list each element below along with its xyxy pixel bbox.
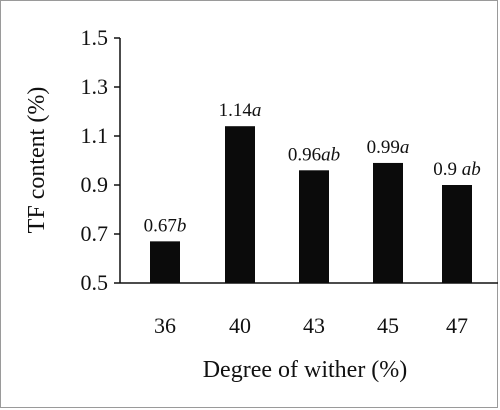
y-tick-label: 1.3 (81, 74, 109, 99)
x-tick-label: 43 (303, 313, 325, 338)
bars-group (150, 126, 472, 283)
data-label-value: 0.99 (367, 137, 400, 158)
y-tick-label: 0.5 (81, 270, 109, 295)
y-axis-title: TF content (%) (24, 87, 50, 234)
data-label-value: 0.67 (144, 215, 177, 236)
data-label-40: 1.14a (219, 100, 262, 121)
y-tick-label: 0.9 (81, 172, 109, 197)
y-tick-label: 1.5 (81, 25, 109, 50)
x-tick-label: 45 (377, 313, 399, 338)
bar-45 (373, 162, 403, 283)
x-axis-title: Degree of wither (%) (203, 357, 408, 383)
bar-47 (442, 185, 472, 283)
data-label-significance: ab (321, 144, 340, 165)
bar-43 (299, 170, 329, 283)
bar-36 (150, 241, 180, 283)
data-label-47: 0.9 ab (433, 159, 481, 180)
x-axis: 36 40 43 45 47 (120, 282, 498, 338)
data-label-36: 0.67b (144, 215, 187, 236)
y-axis: 0.5 0.7 0.9 1.1 1.3 1.5 (81, 25, 121, 295)
data-label-significance: a (252, 100, 262, 121)
x-tick-label: 47 (446, 313, 468, 338)
data-label-value: 0.9 (433, 159, 462, 180)
y-tick-label: 1.1 (81, 123, 109, 148)
data-label-significance: a (400, 137, 410, 158)
data-label-significance: b (177, 215, 187, 236)
y-tick-label: 0.7 (81, 221, 109, 246)
data-label-43: 0.96ab (288, 144, 340, 165)
data-label-significance: ab (462, 159, 481, 180)
bar-40 (225, 126, 255, 283)
x-tick-label: 36 (154, 313, 176, 338)
x-tick-label: 40 (229, 313, 251, 338)
data-label-45: 0.99a (367, 137, 410, 158)
data-label-value: 1.14 (219, 100, 253, 121)
data-label-value: 0.96 (288, 144, 321, 165)
